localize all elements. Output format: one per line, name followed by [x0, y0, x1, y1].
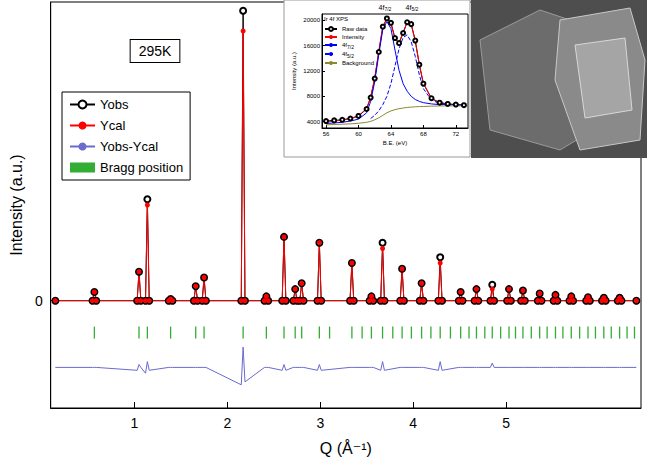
svg-text:Intensity (a.u.): Intensity (a.u.) — [291, 52, 297, 90]
svg-text:72: 72 — [452, 131, 459, 137]
svg-text:7/2: 7/2 — [384, 6, 391, 12]
svg-text:4000: 4000 — [307, 119, 321, 125]
svg-text:3: 3 — [316, 415, 324, 431]
svg-text:8000: 8000 — [307, 93, 321, 99]
svg-text:295K: 295K — [139, 43, 172, 59]
svg-text:2: 2 — [223, 415, 231, 431]
svg-text:7/2: 7/2 — [347, 44, 354, 50]
svg-text:Background: Background — [342, 60, 374, 66]
svg-text:16000: 16000 — [303, 43, 320, 49]
svg-text:56: 56 — [323, 131, 330, 137]
svg-text:5: 5 — [502, 415, 510, 431]
svg-text:5/2: 5/2 — [411, 6, 418, 12]
svg-text:Ycal: Ycal — [100, 118, 125, 133]
svg-text:Yobs-Ycal: Yobs-Ycal — [100, 139, 158, 154]
svg-text:12000: 12000 — [303, 68, 320, 74]
svg-text:Yobs: Yobs — [100, 97, 129, 112]
svg-text:Intensity (a.u.): Intensity (a.u.) — [8, 154, 25, 255]
svg-text:68: 68 — [420, 131, 427, 137]
svg-text:5/2: 5/2 — [347, 53, 354, 59]
svg-text:0: 0 — [35, 293, 43, 309]
svg-text:Intensity: Intensity — [342, 34, 364, 40]
svg-text:B.E. (eV): B.E. (eV) — [383, 140, 407, 146]
svg-text:64: 64 — [388, 131, 395, 137]
svg-text:4f: 4f — [342, 51, 347, 57]
svg-text:4f: 4f — [378, 3, 385, 11]
svg-text:20000: 20000 — [303, 17, 320, 23]
svg-text:Ir 4f XPS: Ir 4f XPS — [324, 16, 348, 22]
svg-text:Raw data: Raw data — [342, 26, 368, 32]
svg-text:Q (Å⁻¹): Q (Å⁻¹) — [320, 439, 372, 457]
svg-text:4: 4 — [409, 415, 417, 431]
svg-text:1: 1 — [130, 415, 138, 431]
svg-text:4f: 4f — [405, 3, 412, 11]
svg-text:4f: 4f — [342, 42, 347, 48]
svg-text:60: 60 — [355, 131, 362, 137]
svg-text:Bragg position: Bragg position — [100, 160, 183, 175]
